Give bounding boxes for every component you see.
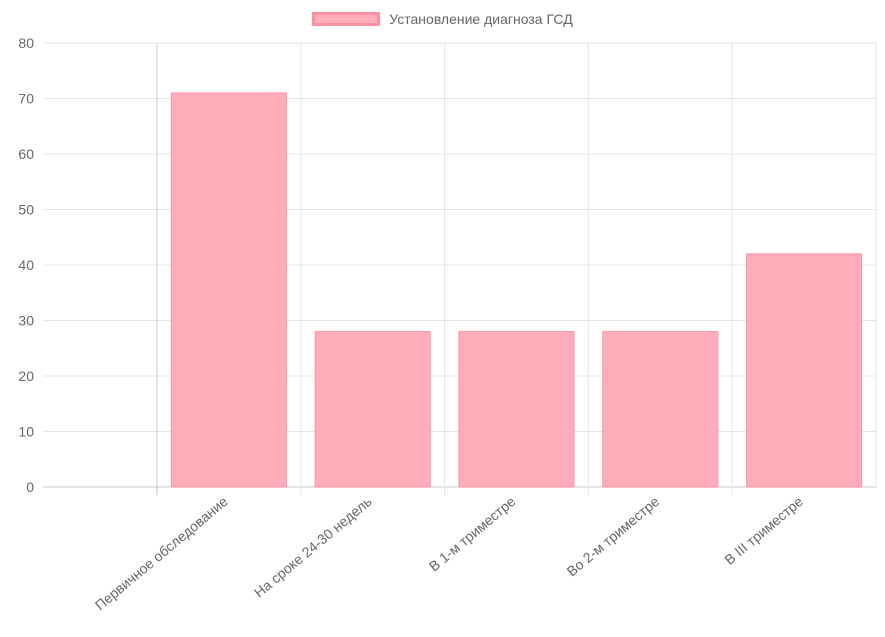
y-tick-label: 10 bbox=[18, 424, 34, 440]
y-tick-label: 30 bbox=[18, 313, 34, 329]
x-tick-label: Во 2-м триместре bbox=[564, 493, 663, 580]
bar bbox=[602, 331, 719, 488]
legend-label: Установление диагноза ГСД bbox=[389, 11, 573, 27]
bar bbox=[746, 253, 863, 488]
y-tick-label: 0 bbox=[26, 479, 34, 495]
y-tick-label: 40 bbox=[18, 257, 34, 273]
legend[interactable]: Установление диагноза ГСД bbox=[0, 11, 885, 27]
y-tick-label: 80 bbox=[18, 35, 34, 51]
bar bbox=[458, 331, 575, 488]
bar bbox=[314, 331, 431, 488]
y-tick-label: 20 bbox=[18, 368, 34, 384]
legend-swatch bbox=[312, 12, 381, 26]
x-tick-label: В III триместре bbox=[721, 493, 806, 568]
x-tick-label: На сроке 24-30 недель bbox=[251, 493, 375, 601]
y-tick-label: 60 bbox=[18, 146, 34, 162]
x-tick-label: В 1-м триместре bbox=[426, 493, 519, 575]
x-tick-label: Первичное обследование bbox=[92, 493, 231, 613]
y-tick-label: 50 bbox=[18, 202, 34, 218]
y-tick-label: 70 bbox=[18, 91, 34, 107]
bar bbox=[170, 92, 287, 488]
